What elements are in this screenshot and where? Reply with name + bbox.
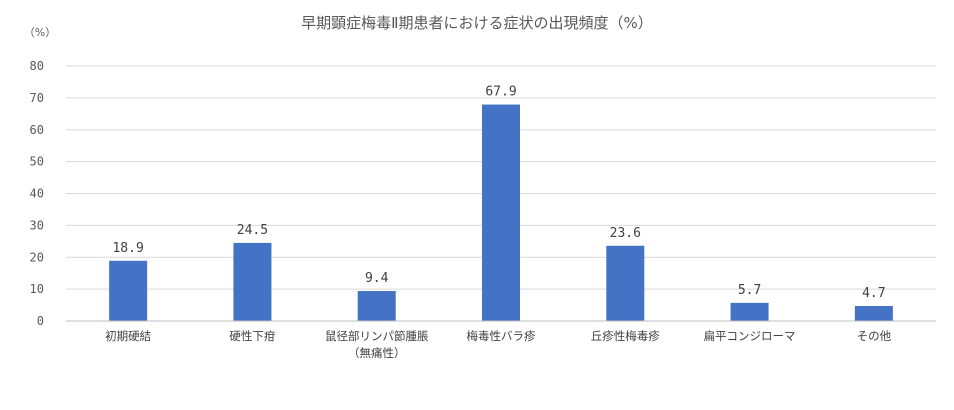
bar [730, 302, 769, 321]
y-axis-ticks: 0 10 20 30 40 50 60 70 80 [30, 59, 44, 328]
bar [482, 104, 520, 321]
data-label: 9.4 [365, 271, 389, 286]
x-tick-label: 硬性下疳 [229, 329, 275, 343]
data-label: 23.6 [610, 226, 641, 241]
y-tick-label: 60 [30, 123, 44, 137]
bar [357, 291, 396, 321]
data-label: 67.9 [485, 85, 516, 100]
y-tick-label: 80 [30, 59, 44, 73]
y-tick-label: 0 [37, 314, 44, 328]
x-tick-label: 梅毒性バラ疹 [467, 329, 536, 343]
chart-title: 早期顕症梅毒Ⅱ期患者における症状の出現頻度（%） [301, 14, 653, 32]
bar [854, 306, 893, 321]
x-tick-label: （無痛性） [348, 346, 406, 360]
data-labels: 18.9 24.5 9.4 67.9 23.6 5.7 4.7 [112, 85, 885, 301]
x-tick-label: 扁平コンジローマ [704, 329, 796, 343]
y-tick-label: 10 [30, 282, 44, 296]
data-label: 5.7 [738, 283, 761, 298]
x-tick-label: 丘疹性梅毒疹 [591, 329, 660, 343]
data-label: 4.7 [862, 286, 885, 301]
bar [233, 242, 272, 321]
data-label: 18.9 [112, 241, 143, 256]
bar [109, 260, 148, 321]
x-axis-ticks: 初期硬結 硬性下疳 鼠径部リンパ節腫脹 （無痛性） 梅毒性バラ疹 丘疹性梅毒疹 扁平コンジロ… [105, 329, 891, 360]
data-label: 24.5 [237, 223, 268, 238]
bar [606, 245, 645, 321]
x-tick-label: 初期硬結 [105, 329, 151, 343]
y-tick-label: 70 [30, 91, 44, 105]
x-tick-label: 鼠径部リンパ節腫脹 [325, 329, 429, 343]
y-tick-label: 30 [30, 218, 44, 232]
x-tick-label: その他 [857, 329, 892, 343]
y-axis-unit-label: （%） [24, 26, 56, 39]
y-tick-label: 40 [30, 187, 44, 201]
y-tick-label: 50 [30, 155, 44, 169]
bars [109, 104, 893, 321]
y-tick-label: 20 [30, 250, 44, 264]
